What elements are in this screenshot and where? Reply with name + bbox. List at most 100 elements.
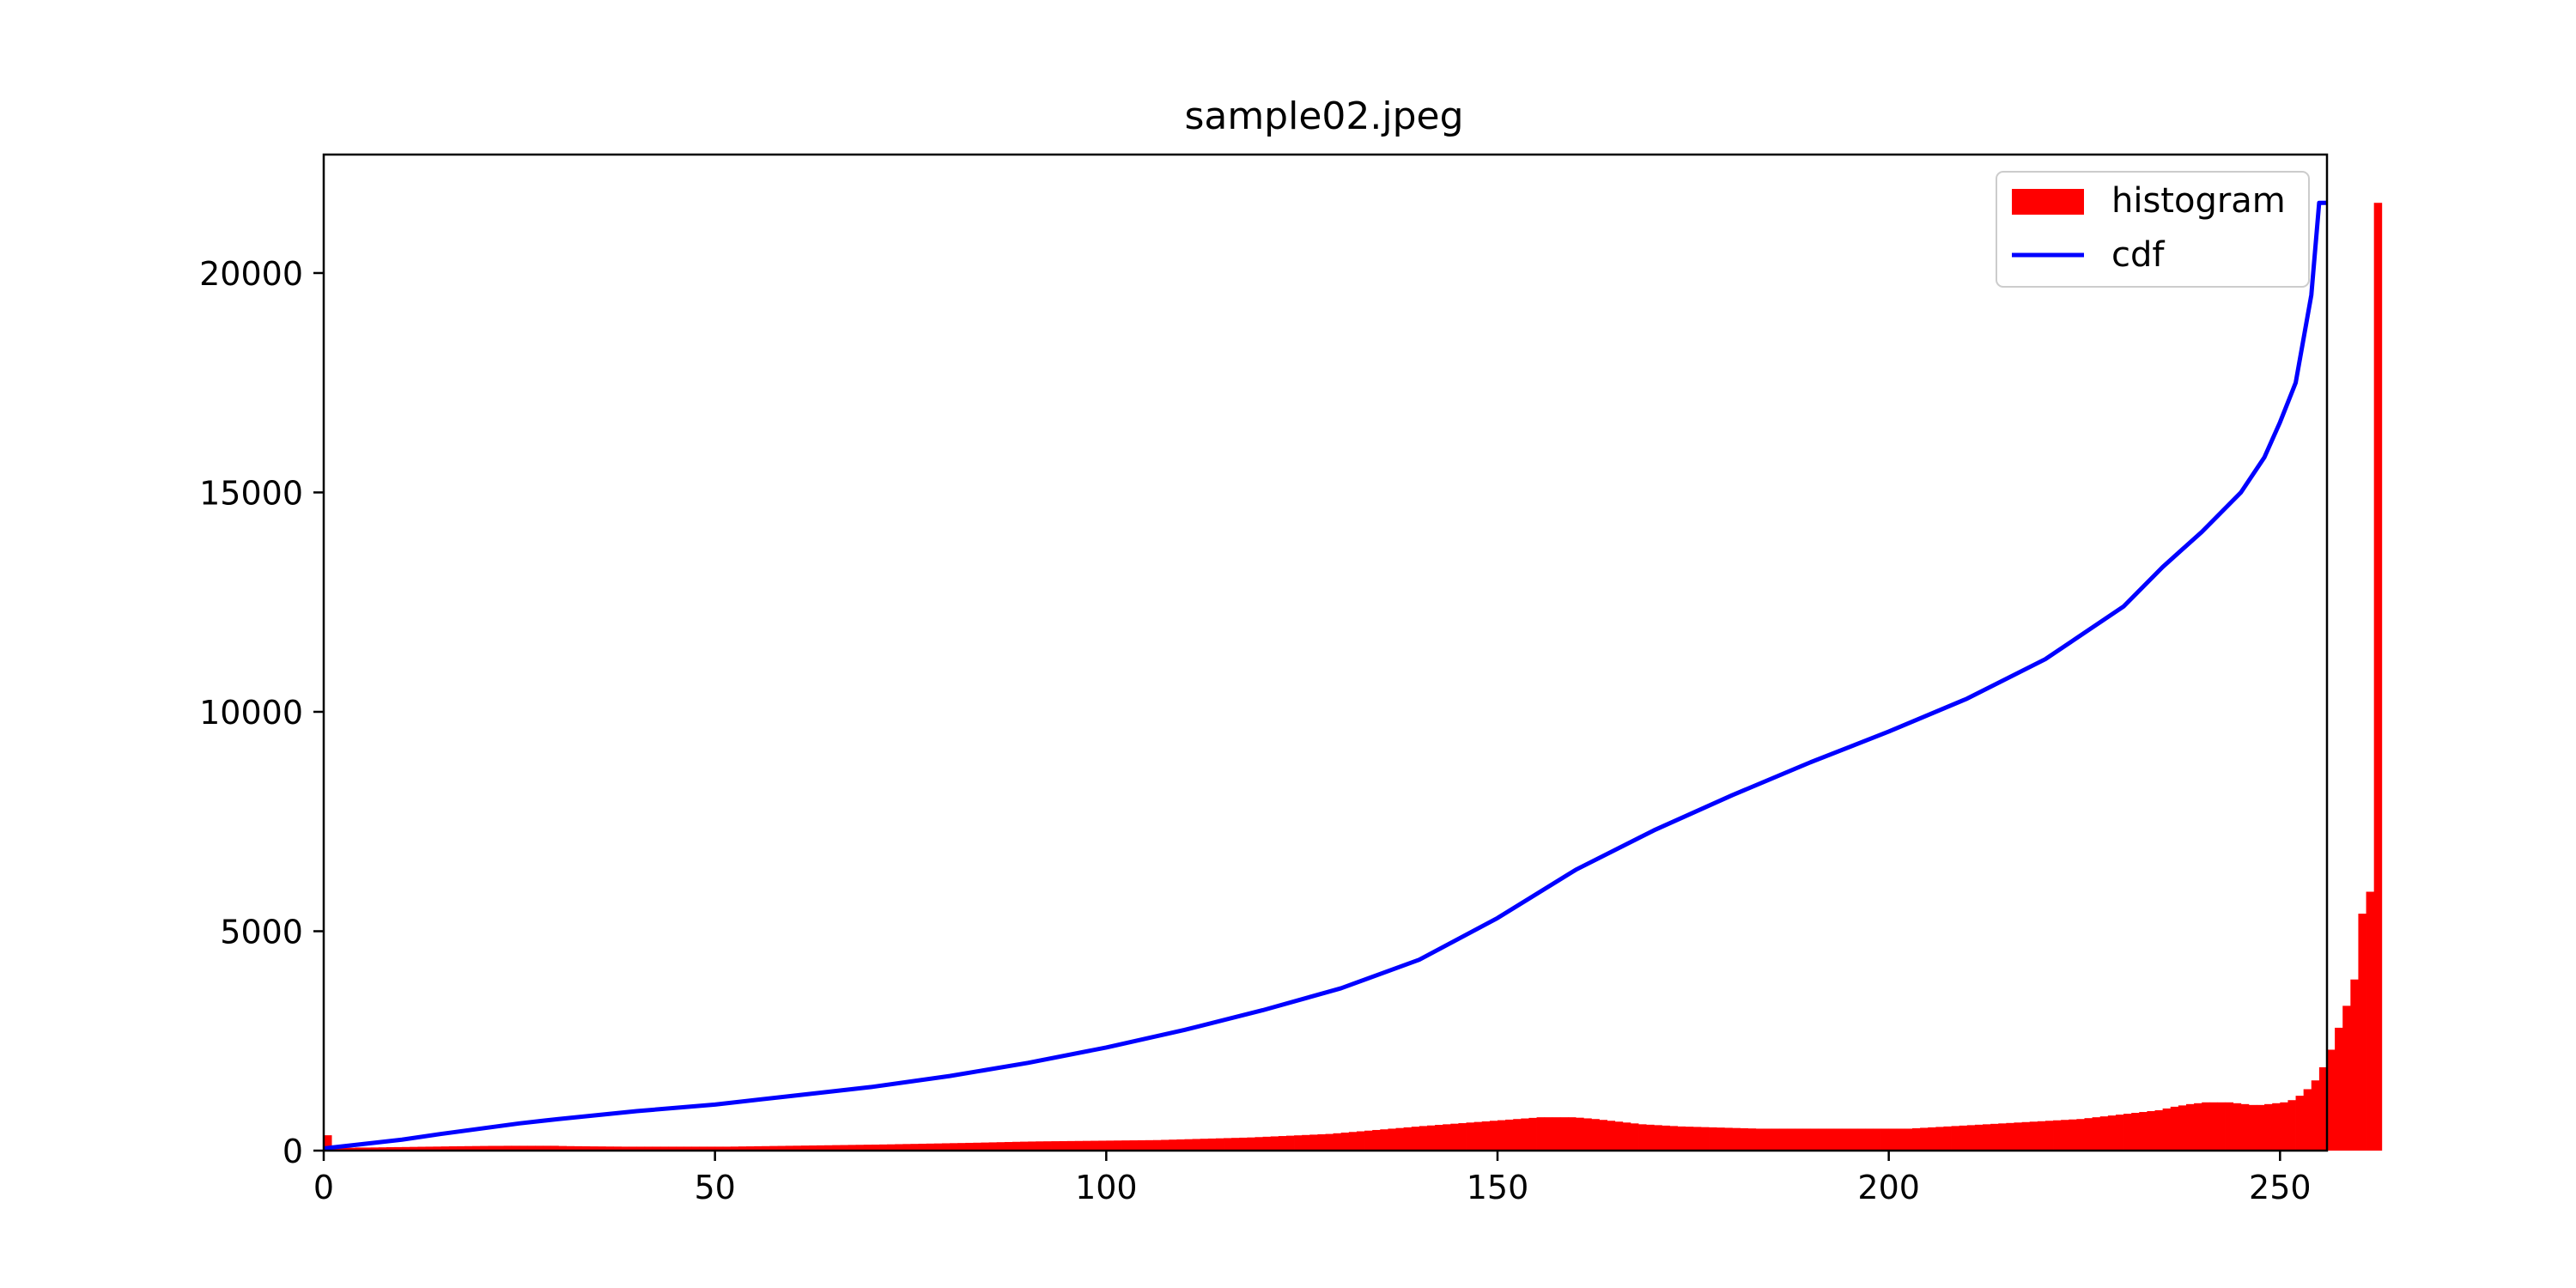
histogram-bar xyxy=(1513,1119,1522,1151)
histogram-bar xyxy=(1591,1119,1600,1151)
legend: histogram cdf xyxy=(1996,171,2310,288)
histogram-bar xyxy=(378,1147,387,1151)
histogram-bar xyxy=(1943,1126,1952,1151)
histogram-bar xyxy=(1583,1118,1592,1151)
histogram-bar xyxy=(1630,1123,1639,1151)
histogram-bar xyxy=(1028,1141,1036,1151)
legend-label-histogram: histogram xyxy=(2111,181,2286,221)
histogram-bar xyxy=(1348,1132,1358,1151)
histogram-bar xyxy=(793,1145,802,1151)
histogram-bar xyxy=(855,1145,865,1151)
histogram-bar xyxy=(1873,1128,1881,1151)
histogram-bar xyxy=(1692,1127,1702,1151)
histogram-bar xyxy=(1685,1127,1694,1151)
histogram-bar xyxy=(981,1142,990,1151)
histogram-bar xyxy=(676,1146,684,1151)
histogram-bar xyxy=(2123,1114,2132,1151)
histogram-bar xyxy=(1411,1127,1420,1151)
histogram-bar xyxy=(817,1145,825,1151)
histogram-bar xyxy=(1176,1139,1185,1151)
histogram-bar xyxy=(1912,1127,1921,1151)
histogram-bar xyxy=(1896,1128,1905,1151)
histogram-bar xyxy=(2037,1121,2046,1151)
histogram-bar xyxy=(1380,1129,1388,1151)
histogram-bar xyxy=(902,1144,911,1151)
histogram-bar xyxy=(1004,1141,1013,1151)
histogram-bar xyxy=(762,1145,770,1151)
histogram-bar xyxy=(465,1145,473,1151)
x-tick-label: 100 xyxy=(1075,1169,1138,1206)
histogram-bar xyxy=(1356,1131,1365,1151)
histogram-bar xyxy=(1262,1136,1272,1151)
histogram-bar xyxy=(1763,1128,1772,1151)
histogram-bar xyxy=(566,1145,575,1151)
histogram-bar xyxy=(2225,1102,2234,1151)
histogram-bar xyxy=(472,1145,481,1151)
histogram-bar xyxy=(2069,1119,2077,1151)
histogram-bar xyxy=(1059,1140,1068,1151)
histogram-bar xyxy=(2084,1118,2093,1151)
histogram-bar xyxy=(863,1145,872,1151)
histogram-bar xyxy=(2264,1103,2273,1151)
histogram-bar xyxy=(1466,1122,1475,1151)
histogram-bar xyxy=(1137,1139,1146,1151)
histogram-bar xyxy=(1724,1127,1733,1151)
histogram-bar xyxy=(1239,1137,1248,1151)
y-axis: 0 5000 10000 15000 20000 xyxy=(199,255,324,1170)
histogram-bar xyxy=(324,1135,332,1151)
histogram-bar xyxy=(605,1146,614,1151)
histogram-bar xyxy=(1880,1128,1890,1151)
histogram-bar xyxy=(1888,1128,1898,1151)
histogram-bar xyxy=(1012,1141,1021,1151)
histogram-bar xyxy=(581,1145,591,1151)
histogram-bar xyxy=(1325,1133,1334,1151)
histogram-bar xyxy=(1091,1140,1099,1151)
histogram-bar xyxy=(1935,1127,1944,1151)
histogram-bar xyxy=(1082,1140,1091,1151)
histogram-bar xyxy=(1066,1140,1076,1151)
histogram-bar xyxy=(2092,1117,2101,1151)
histogram-bar xyxy=(730,1146,739,1151)
histogram-bar xyxy=(1309,1134,1318,1151)
x-tick-label: 50 xyxy=(694,1169,735,1206)
histogram-bar xyxy=(1145,1139,1154,1151)
histogram-bar xyxy=(1340,1133,1350,1151)
histogram-bar xyxy=(2358,914,2366,1151)
histogram-bar xyxy=(2373,203,2383,1151)
histogram-bar xyxy=(1755,1128,1765,1151)
histogram-bar xyxy=(840,1145,848,1151)
cdf-line xyxy=(323,200,2327,1151)
legend-label-cdf: cdf xyxy=(2111,235,2165,275)
histogram-bar xyxy=(2256,1104,2265,1151)
histogram-bar xyxy=(871,1145,880,1151)
histogram-bar xyxy=(1614,1121,1624,1151)
histogram-bar xyxy=(1521,1118,1529,1151)
histogram-bar xyxy=(1051,1141,1060,1151)
histogram-bar xyxy=(950,1143,958,1151)
histogram-bar xyxy=(1098,1140,1107,1151)
histogram-bar xyxy=(1153,1139,1162,1151)
histogram-bar xyxy=(1106,1140,1115,1151)
histogram-bar xyxy=(1528,1117,1537,1151)
histogram-bar xyxy=(2131,1113,2140,1151)
histogram-bar xyxy=(1599,1120,1607,1151)
legend-swatch-histogram xyxy=(2012,189,2084,215)
histogram-bar xyxy=(926,1143,935,1151)
chart-title: sample02.jpeg xyxy=(1184,94,1463,138)
y-tick-label: 0 xyxy=(283,1133,303,1170)
histogram-bar xyxy=(1473,1121,1483,1151)
x-tick-label: 200 xyxy=(1857,1169,1920,1206)
histogram-bar xyxy=(1662,1125,1670,1151)
histogram-bar xyxy=(809,1145,817,1151)
histogram-bar xyxy=(1559,1117,1569,1151)
x-tick-label: 250 xyxy=(2249,1169,2312,1206)
histogram-bar xyxy=(1215,1138,1224,1151)
histogram-bar xyxy=(2366,891,2375,1151)
histogram-bar xyxy=(1904,1128,1913,1151)
x-tick-label: 150 xyxy=(1467,1169,1529,1206)
histogram-bar xyxy=(2272,1103,2281,1151)
histogram-bar xyxy=(659,1146,669,1151)
histogram-bar xyxy=(2185,1103,2195,1151)
histogram-bar xyxy=(1317,1133,1326,1151)
histogram-bar xyxy=(503,1145,513,1151)
